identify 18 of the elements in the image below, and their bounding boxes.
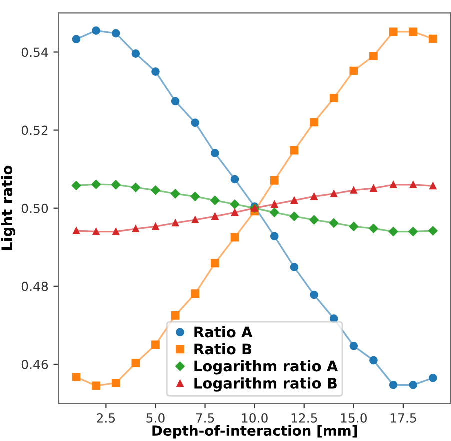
legend-label: Ratio B bbox=[194, 343, 252, 355]
legend-label: Logarithm ratio A bbox=[194, 360, 338, 375]
x-tick-label: 7.5 bbox=[196, 414, 214, 423]
legend-label: Ratio A bbox=[194, 326, 253, 338]
y-tick-label: 0.46 bbox=[22, 360, 48, 370]
x-tick-label: 5.0 bbox=[146, 413, 165, 423]
y-axis-title: Light ratio bbox=[1, 166, 16, 250]
y-tick-label: 0.52 bbox=[22, 126, 48, 136]
x-axis-title: Depth-of-interaction [mm] bbox=[152, 425, 357, 439]
x-tick-label: 15.0 bbox=[341, 413, 367, 423]
y-tick-label: 0.48 bbox=[22, 282, 48, 292]
x-tick-label: 10.0 bbox=[242, 413, 268, 423]
y-tick-label: 0.50 bbox=[22, 204, 48, 214]
x-tick-label: 2.5 bbox=[97, 413, 116, 423]
x-tick-label: 17.5 bbox=[390, 414, 416, 423]
legend-label: Logarithm ratio B bbox=[194, 378, 337, 392]
x-tick-label: 12.5 bbox=[292, 413, 318, 423]
y-tick-label: 0.54 bbox=[22, 48, 48, 58]
